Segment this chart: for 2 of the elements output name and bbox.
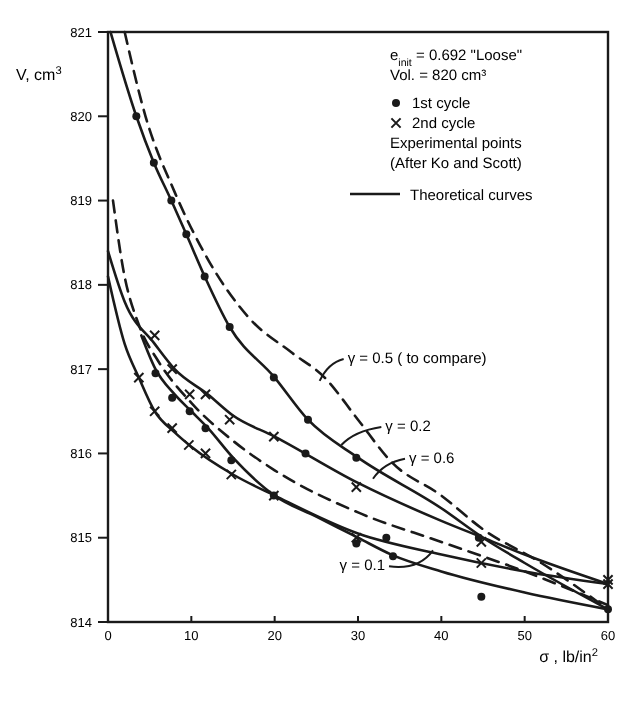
y-axis-title: V, cm$^{3}$ [16,66,62,84]
x-axis-title: σ , lb/in$^{2}$ [539,648,598,666]
